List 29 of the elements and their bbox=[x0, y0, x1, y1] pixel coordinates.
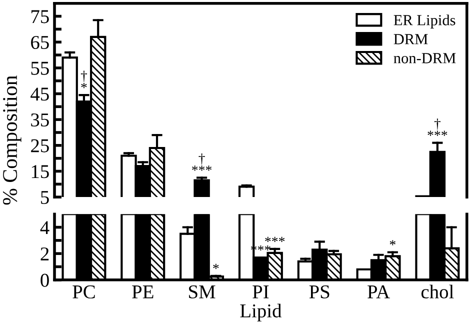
legend-label: non-DRM bbox=[394, 53, 456, 64]
x-tick-label: PA bbox=[368, 285, 390, 298]
y-tick-label: 55 bbox=[31, 62, 49, 75]
x-axis-title: Lipid bbox=[240, 304, 282, 322]
x-tick-label: PS bbox=[309, 285, 330, 298]
annotation: * bbox=[213, 264, 219, 269]
x-tick-label: chol bbox=[421, 284, 454, 298]
x-tick-label: PI bbox=[252, 286, 269, 298]
y-tick-label: 2 bbox=[40, 247, 49, 260]
y-axis-title: % Composition bbox=[3, 75, 22, 205]
annotation: † *** bbox=[192, 153, 212, 171]
y-tick-label: 35 bbox=[31, 113, 49, 127]
y-tick-label: 45 bbox=[30, 88, 49, 101]
x-tick-label: PE bbox=[132, 286, 154, 298]
annotation: *** bbox=[265, 236, 285, 242]
y-tick-label: 25 bbox=[31, 139, 49, 152]
x-tick-label: PC bbox=[72, 285, 95, 298]
legend-label: ER Lipids bbox=[394, 14, 456, 28]
annotation: * bbox=[390, 240, 396, 246]
y-tick-label: 65 bbox=[31, 36, 49, 50]
x-tick-label: SM bbox=[189, 285, 216, 298]
y-tick-label: 75 bbox=[31, 10, 49, 24]
y-tick-label: 5 bbox=[41, 191, 49, 204]
y-tick-label: 4 bbox=[40, 221, 50, 234]
legend-label: DRM bbox=[394, 34, 428, 44]
annotation: † * bbox=[80, 70, 88, 88]
annotation: † *** bbox=[428, 118, 448, 136]
y-tick-label: 0 bbox=[40, 274, 49, 287]
y-tick-label: 15 bbox=[32, 165, 49, 178]
